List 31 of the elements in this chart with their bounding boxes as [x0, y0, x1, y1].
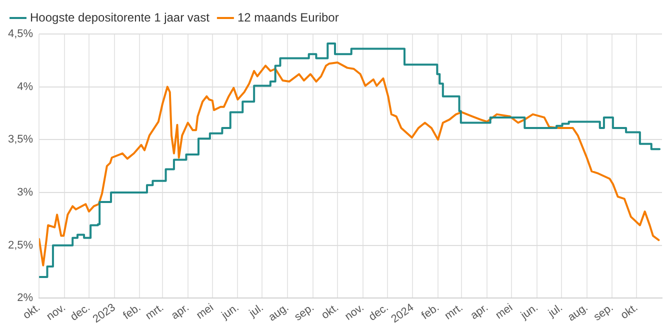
x-tick-label: mei	[494, 302, 516, 322]
y-tick-label: 2%	[17, 292, 34, 304]
x-tick-label: dec.	[68, 302, 92, 324]
x-tick-label: jun.	[218, 302, 242, 322]
x-tick-label: feb.	[420, 302, 442, 322]
x-tick-label: okt.	[21, 302, 43, 322]
y-tick-label: 4,5%	[8, 28, 34, 40]
x-tick-label: sep.	[292, 302, 316, 324]
x-tick-label: okt.	[618, 302, 640, 322]
y-tick-label: 4%	[17, 80, 34, 93]
x-tick-label: aug.	[566, 302, 590, 324]
x-tick-label: sep.	[592, 302, 616, 324]
x-tick-label: jun.	[518, 302, 540, 322]
x-tick-label: mrt.	[442, 302, 466, 322]
x-tick-label: nov.	[44, 302, 68, 323]
y-tick-label: 3,5%	[8, 134, 34, 146]
legend-label: Hoogste depositorente 1 jaar vast	[30, 10, 210, 24]
x-tick-label: feb.	[121, 302, 144, 322]
x-tick-label: apr.	[169, 302, 192, 322]
x-tick-label: aug.	[266, 302, 292, 324]
x-tick-label: jul.	[546, 302, 565, 320]
x-tick-label: dec.	[366, 302, 391, 324]
y-tick-label: 3%	[17, 186, 34, 199]
legend-label: 12 maands Euribor	[237, 10, 339, 24]
x-tick-label: apr.	[468, 302, 491, 322]
x-tick-label: mrt.	[144, 302, 166, 322]
x-tick-label: nov.	[343, 302, 366, 323]
x-tick-label: mei	[194, 302, 216, 322]
x-tick-label: okt.	[320, 302, 341, 322]
y-tick-label: 2,5%	[8, 239, 34, 252]
x-tick-label: jul.	[246, 302, 266, 320]
